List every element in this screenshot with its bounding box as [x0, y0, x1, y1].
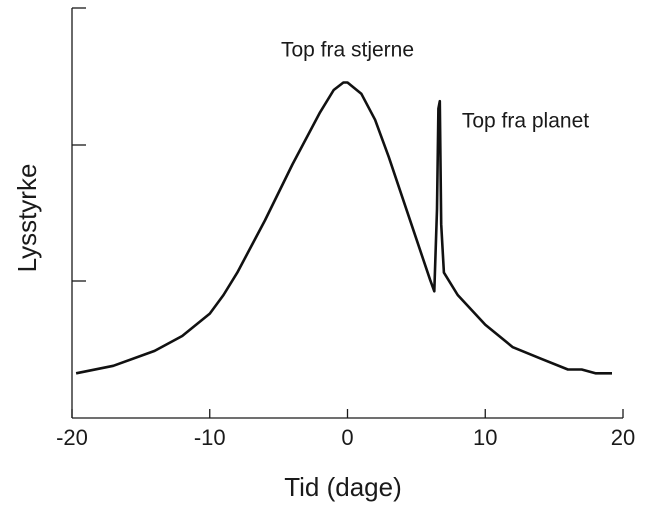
annotation-planet-peak: Top fra planet	[462, 109, 589, 132]
y-axis-title: Lysstyrke	[12, 164, 42, 273]
axes	[71, 8, 623, 419]
tick-labels: -20 -10 0 10 20	[56, 425, 635, 450]
x-tick-label: 20	[611, 425, 635, 450]
annotation-star-peak: Top fra stjerne	[281, 38, 414, 61]
x-axis-title: Tid (dage)	[284, 472, 402, 502]
x-tick-label: -20	[56, 425, 88, 450]
light-curve-line	[75, 81, 612, 375]
x-tick-label: 10	[473, 425, 497, 450]
ticks	[71, 7, 624, 418]
annotations: Top fra stjerne Top fra planet	[281, 38, 589, 132]
x-tick-label: -10	[194, 425, 226, 450]
x-tick-label: 0	[341, 425, 353, 450]
